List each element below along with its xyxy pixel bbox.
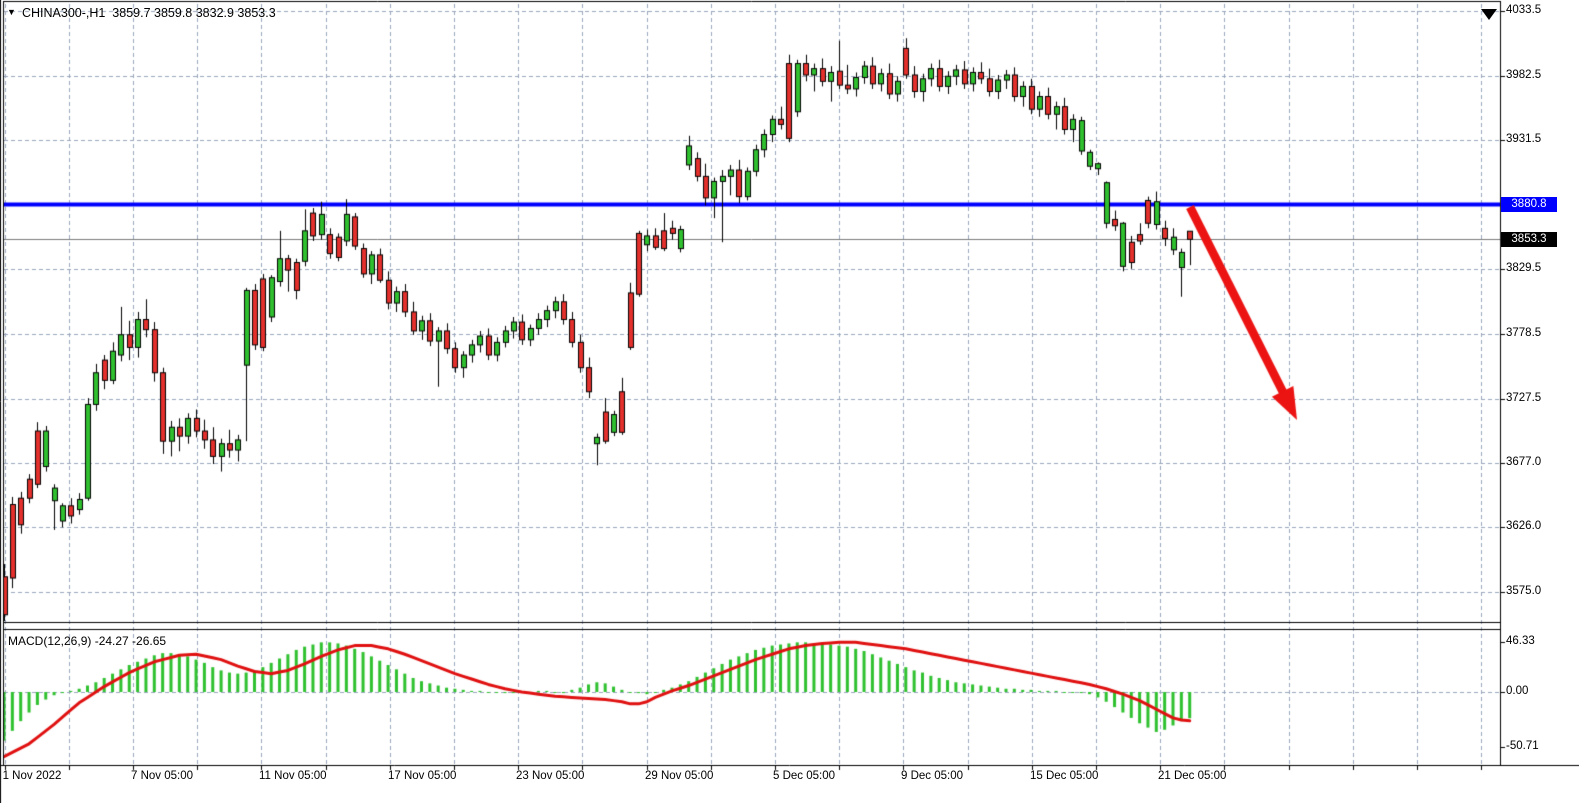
chart-window: ▼ CHINA300-,H1 3859.7 3859.8 3832.9 3853…: [0, 0, 1579, 803]
chart-canvas[interactable]: [0, 0, 1579, 803]
